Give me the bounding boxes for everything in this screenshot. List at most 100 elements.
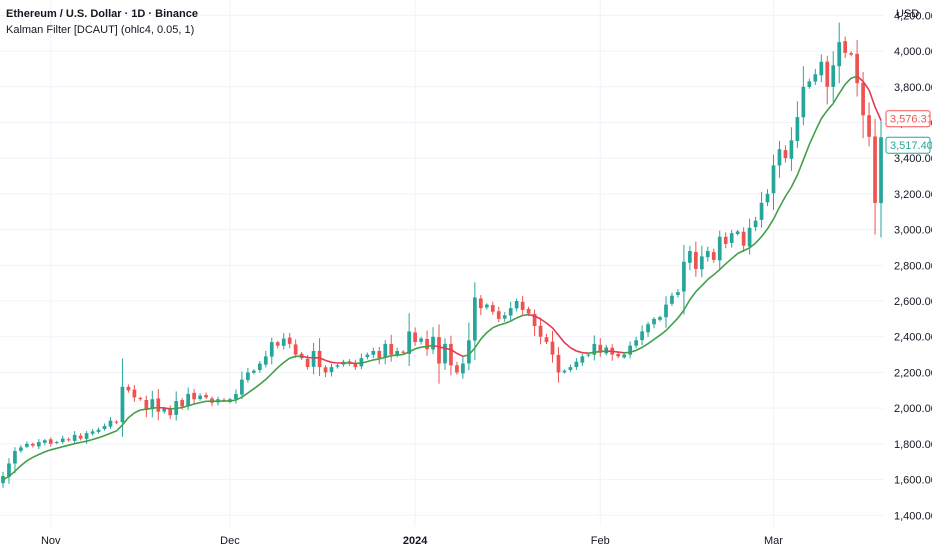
- candle-body: [801, 86, 806, 118]
- candle-body: [263, 356, 268, 365]
- candle: [610, 344, 615, 361]
- candle-body: [628, 345, 633, 355]
- candle: [532, 309, 537, 336]
- candle-body: [90, 431, 95, 434]
- candle-body: [240, 379, 244, 395]
- candle: [496, 306, 501, 323]
- candle-body: [371, 351, 376, 355]
- candle: [861, 71, 865, 139]
- time-axis[interactable]: Nov Dec 2024 Feb Mar: [41, 535, 783, 547]
- candle-body: [658, 317, 662, 320]
- y-tick-label: 1,600.00: [894, 475, 932, 487]
- candle: [640, 325, 644, 346]
- candle: [449, 335, 453, 376]
- candle-body: [234, 393, 238, 400]
- candle: [753, 216, 758, 232]
- candle: [526, 306, 531, 317]
- candle: [108, 417, 113, 429]
- candle-body: [293, 344, 298, 355]
- candle: [819, 54, 824, 83]
- price-last-value-badge-box: [885, 136, 931, 154]
- candle-body: [156, 398, 161, 412]
- candle: [508, 301, 513, 322]
- candle-body: [204, 395, 208, 398]
- candle-body: [580, 356, 585, 363]
- candle: [717, 230, 722, 270]
- candle-body: [395, 351, 400, 356]
- candle: [693, 241, 698, 277]
- y-tick-label: 3,400.00: [894, 153, 932, 165]
- candle-body: [66, 439, 71, 441]
- y-tick-label: 4,200.00: [894, 10, 932, 22]
- candle: [377, 346, 382, 365]
- candle: [807, 78, 812, 89]
- candle: [275, 340, 280, 349]
- candle: [7, 458, 11, 484]
- candle-body: [472, 297, 477, 341]
- candle-body: [670, 295, 674, 304]
- candle: [664, 296, 668, 328]
- candle: [156, 389, 161, 421]
- candle: [269, 337, 274, 365]
- candle: [813, 68, 818, 86]
- candle: [646, 321, 650, 337]
- candle: [699, 245, 704, 278]
- candle: [467, 322, 471, 371]
- candle: [682, 244, 686, 315]
- candle-body: [711, 252, 716, 260]
- candle: [60, 435, 65, 444]
- candle: [72, 431, 77, 444]
- filter-last-value-badge-box: [885, 110, 931, 128]
- candle: [335, 363, 340, 369]
- candle-body: [180, 400, 185, 407]
- candle: [138, 396, 143, 401]
- candle: [234, 389, 238, 404]
- candle: [783, 145, 788, 163]
- candle: [592, 335, 597, 361]
- candle: [670, 292, 674, 307]
- candle-body: [879, 137, 883, 204]
- candle: [126, 384, 131, 393]
- candle: [586, 352, 591, 358]
- candle: [604, 344, 609, 356]
- candle-body: [198, 395, 202, 400]
- kalman-filter-line-up: [2, 75, 858, 481]
- symbol-title[interactable]: Ethereum / U.S. Dollar · 1D · Binance: [6, 8, 198, 20]
- candle-body: [353, 363, 358, 368]
- candle: [455, 361, 459, 375]
- candle-body: [329, 367, 334, 373]
- candle-body: [25, 443, 29, 447]
- candle-body: [676, 292, 680, 295]
- candle-body: [640, 331, 644, 341]
- candle: [132, 385, 137, 402]
- y-tick-label: 2,200.00: [894, 367, 932, 379]
- candle-body: [735, 231, 740, 235]
- candle-body: [849, 53, 854, 55]
- candle: [795, 101, 800, 148]
- candle-body: [138, 397, 143, 400]
- candle: [520, 295, 525, 316]
- candle-body: [7, 463, 11, 477]
- candle: [13, 447, 17, 474]
- candle: [353, 359, 358, 370]
- candle: [478, 295, 483, 316]
- candle: [879, 119, 883, 238]
- price-axis[interactable]: USD 1,400.00 1,600.00 1,800.00 2,000.00 2,20…: [894, 8, 932, 522]
- candle: [323, 365, 328, 378]
- candle: [574, 358, 579, 371]
- candle-body: [413, 332, 417, 343]
- candle: [257, 360, 262, 373]
- candle-body: [72, 434, 77, 441]
- candle: [204, 392, 208, 400]
- candle-body: [78, 435, 83, 439]
- candle-body: [729, 233, 734, 243]
- candle: [102, 423, 107, 431]
- y-tick-label: 3,000.00: [894, 225, 932, 237]
- candle: [484, 303, 489, 310]
- candle: [461, 356, 465, 379]
- candle: [168, 405, 173, 419]
- candle-body: [508, 308, 513, 316]
- candle: [329, 363, 334, 377]
- indicator-label[interactable]: Kalman Filter [DCAUT] (ohlc4, 0.05, 1): [6, 24, 195, 36]
